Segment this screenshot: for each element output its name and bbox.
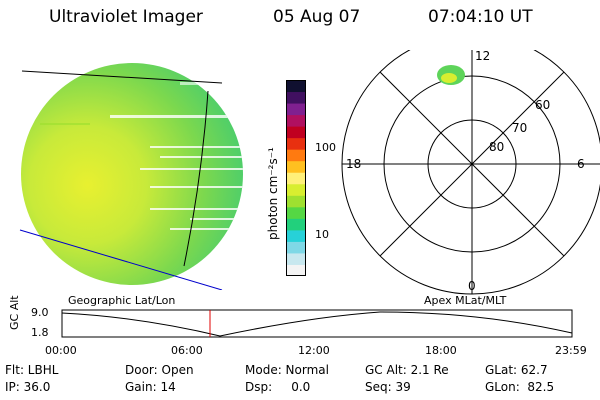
altitude-xtick-2: 12:00 xyxy=(298,344,330,357)
colorbar xyxy=(286,80,306,276)
colorbar-band xyxy=(286,103,306,116)
colorbar-band xyxy=(286,241,306,254)
polar-outer-circle xyxy=(341,50,600,295)
altitude-plot xyxy=(61,309,573,338)
colorbar-band xyxy=(286,114,306,127)
altitude-plot-frame xyxy=(61,309,573,338)
polar-lat-60: 60 xyxy=(535,98,551,112)
altitude-ylabel: GC Alt xyxy=(8,295,21,330)
polar-lat-70: 70 xyxy=(512,121,528,135)
colorbar-band xyxy=(286,160,306,173)
polar-mlt-12: 12 xyxy=(475,49,491,63)
colorbar-frame xyxy=(286,80,306,276)
footer-glat: GLat: 62.7 xyxy=(485,363,548,377)
colorbar-unit-label: photon cm⁻²s⁻¹ xyxy=(266,147,280,240)
footer-dsp: Dsp: 0.0 xyxy=(245,380,311,394)
colorbar-band xyxy=(286,172,306,185)
altitude-xtick-0: 00:00 xyxy=(45,344,77,357)
globe-lat-line xyxy=(21,70,223,84)
footer-mode: Mode: Normal xyxy=(245,363,329,377)
globe-label: Geographic Lat/Lon xyxy=(68,294,176,307)
globe-image xyxy=(19,63,243,290)
colorbar-band xyxy=(286,91,306,104)
colorbar-band xyxy=(286,195,306,208)
colorbar-band xyxy=(286,264,306,276)
colorbar-band xyxy=(286,252,306,265)
polar-label: Apex MLat/MLT xyxy=(424,294,507,307)
altitude-curve xyxy=(61,311,573,337)
footer-glon: GLon: 82.5 xyxy=(485,380,555,394)
colorbar-band xyxy=(286,183,306,196)
colorbar-band xyxy=(286,229,306,242)
globe-terminator-line xyxy=(19,229,223,290)
altitude-ytick-top: 9.0 xyxy=(31,306,49,319)
polar-mlt-6: 6 xyxy=(577,157,585,171)
polar-lat-80: 80 xyxy=(489,140,505,154)
footer-flt: Flt: LBHL xyxy=(5,363,59,377)
footer-ip: IP: 36.0 xyxy=(5,380,51,394)
colorbar-band xyxy=(286,137,306,150)
polar-aurora-blob xyxy=(437,65,465,85)
globe-disk xyxy=(21,63,243,285)
altitude-xtick-4: 23:59 xyxy=(555,344,587,357)
polar-plot xyxy=(341,50,600,295)
colorbar-band xyxy=(286,218,306,231)
colorbar-tick-10: 10 xyxy=(315,228,329,241)
altitude-xtick-3: 18:00 xyxy=(425,344,457,357)
instrument-title: Ultraviolet Imager xyxy=(49,7,203,27)
colorbar-tick-100: 100 xyxy=(315,141,336,154)
colorbar-band xyxy=(286,206,306,219)
date-label: 05 Aug 07 xyxy=(273,7,361,27)
time-label: 07:04:10 UT xyxy=(428,7,533,27)
polar-diagonal-2 xyxy=(379,71,565,257)
footer-door: Door: Open xyxy=(125,363,194,377)
footer-gcalt: GC Alt: 2.1 Re xyxy=(365,363,449,377)
polar-mlt-0: 0 xyxy=(468,279,476,293)
globe-lon-line xyxy=(183,90,209,267)
colorbar-band xyxy=(286,149,306,162)
footer-gain: Gain: 14 xyxy=(125,380,176,394)
polar-mlt-18: 18 xyxy=(346,157,362,171)
footer-seq: Seq: 39 xyxy=(365,380,411,394)
altitude-ytick-bottom: 1.8 xyxy=(31,326,49,339)
colorbar-band xyxy=(286,126,306,139)
altitude-xtick-1: 06:00 xyxy=(171,344,203,357)
colorbar-band xyxy=(286,80,306,93)
